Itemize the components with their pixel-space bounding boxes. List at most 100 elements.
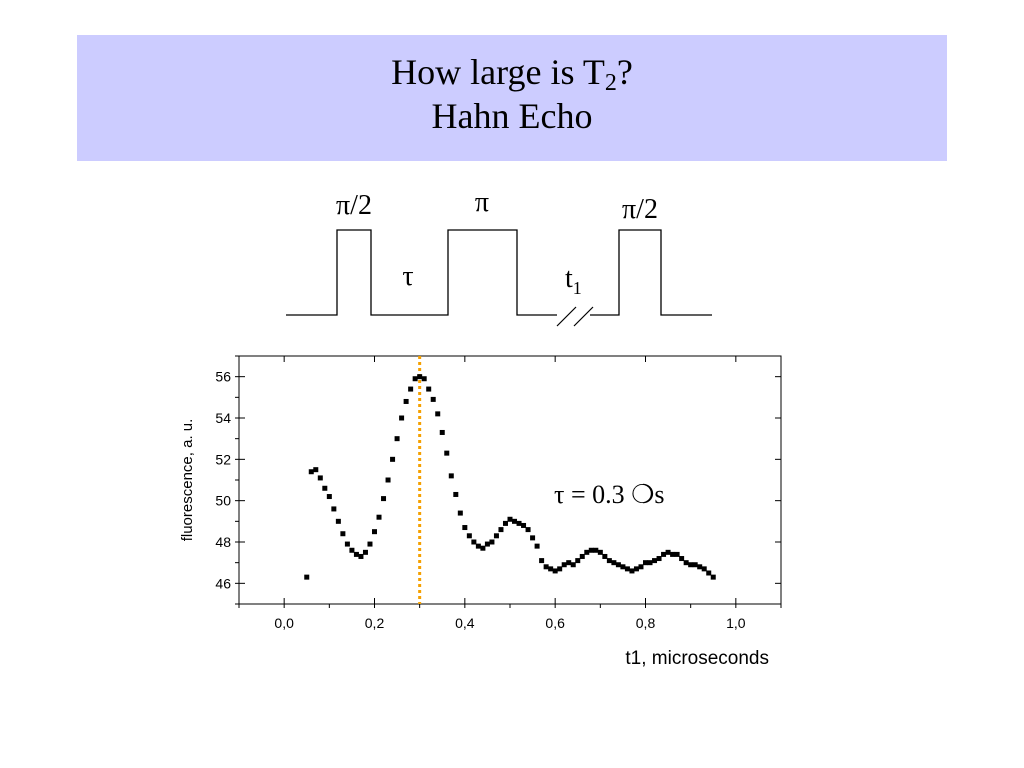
- data-point: [530, 535, 536, 541]
- data-point: [331, 506, 337, 512]
- chart-annotation: τ = 0.3 ❍s: [554, 480, 665, 509]
- slide-title: How large is T2?: [391, 52, 633, 96]
- data-point: [498, 527, 504, 533]
- pulse-sequence-line-after-break: [590, 229, 712, 316]
- data-point: [710, 574, 716, 580]
- data-point: [539, 558, 545, 564]
- y-axis-label: fluorescence, a. u.: [179, 419, 196, 542]
- data-point: [534, 543, 540, 549]
- y-tick-label: 56: [215, 369, 231, 385]
- data-point: [308, 469, 314, 475]
- pulse1-label: π/2: [336, 190, 372, 221]
- x-tick-label: 0,0: [274, 615, 294, 631]
- data-point: [557, 566, 563, 572]
- time-break-mark: [556, 306, 577, 327]
- data-point: [688, 562, 694, 568]
- data-point: [633, 566, 639, 572]
- y-tick-label: 48: [215, 534, 231, 550]
- tau-label: τ: [402, 261, 413, 292]
- data-point: [624, 566, 630, 572]
- data-point: [593, 547, 599, 553]
- data-point: [358, 553, 364, 559]
- data-point: [683, 560, 689, 566]
- data-point: [543, 564, 549, 570]
- data-point: [516, 520, 522, 526]
- data-point: [381, 496, 387, 502]
- data-point: [417, 374, 423, 380]
- data-point: [317, 475, 323, 481]
- data-point: [575, 558, 581, 564]
- data-point: [489, 539, 495, 545]
- data-point: [548, 566, 554, 572]
- data-point: [566, 560, 572, 566]
- data-point: [692, 562, 698, 568]
- data-point: [493, 533, 499, 539]
- data-point: [602, 553, 608, 559]
- data-point: [643, 560, 648, 566]
- data-point: [435, 411, 441, 417]
- x-tick-label: 0,2: [365, 615, 385, 631]
- data-point: [629, 568, 635, 574]
- data-point: [403, 398, 409, 404]
- pulse-sequence-line: [286, 229, 557, 316]
- data-point: [670, 551, 676, 557]
- data-point: [426, 386, 432, 392]
- y-tick-label: 54: [215, 410, 231, 426]
- data-point: [656, 556, 662, 562]
- data-point: [480, 545, 486, 551]
- y-tick-label: 50: [215, 493, 231, 509]
- x-tick-label: 0,4: [455, 615, 475, 631]
- data-point: [408, 386, 414, 392]
- data-point: [697, 564, 703, 570]
- title-box: How large is T2? Hahn Echo: [77, 35, 947, 161]
- data-point: [502, 520, 508, 526]
- data-point: [475, 543, 481, 549]
- x-axis-label: t1, microseconds: [625, 648, 769, 669]
- x-tick-label: 0,6: [545, 615, 565, 631]
- data-point: [570, 562, 576, 568]
- data-point: [584, 549, 590, 555]
- data-point: [606, 558, 612, 564]
- data-point: [362, 549, 368, 555]
- y-tick-label: 46: [215, 575, 231, 591]
- data-point: [313, 467, 319, 473]
- data-point: [471, 539, 477, 545]
- data-point: [561, 562, 567, 568]
- data-point: [462, 525, 468, 531]
- data-point: [322, 485, 328, 491]
- data-point: [367, 541, 373, 547]
- y-tick-labels: 46 48 50 52 54 56: [215, 369, 231, 592]
- data-point: [665, 549, 671, 555]
- data-point: [525, 527, 531, 533]
- data-point: [326, 494, 332, 500]
- data-point: [344, 541, 350, 547]
- slide-subtitle: Hahn Echo: [431, 96, 593, 136]
- data-point: [444, 450, 450, 456]
- data-point: [611, 560, 617, 566]
- data-point: [335, 518, 341, 524]
- axis-ticks: [235, 355, 782, 608]
- data-point: [647, 560, 653, 566]
- data-point: [579, 553, 585, 559]
- data-point: [521, 522, 527, 528]
- data-point: [552, 568, 558, 574]
- data-point: [701, 566, 707, 572]
- data-point: [620, 564, 626, 570]
- pulse2-label: π: [475, 187, 489, 218]
- data-point: [399, 415, 405, 421]
- data-point: [390, 456, 396, 462]
- data-point: [507, 516, 513, 522]
- x-tick-label: 1,0: [726, 615, 746, 631]
- data-point: [597, 549, 603, 555]
- data-points: [304, 374, 716, 580]
- data-point: [385, 477, 391, 483]
- data-point: [661, 551, 667, 557]
- x-tick-label: 0,8: [636, 615, 656, 631]
- data-point: [484, 541, 490, 547]
- data-point: [674, 551, 680, 557]
- data-point: [353, 551, 359, 557]
- data-point: [466, 533, 472, 539]
- data-point: [376, 514, 382, 520]
